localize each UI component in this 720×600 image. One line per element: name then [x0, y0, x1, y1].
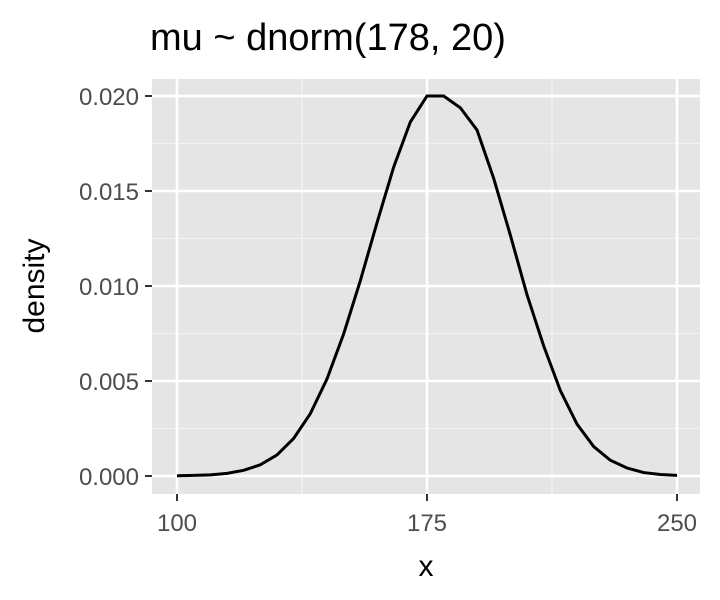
- x-tick-label: 250: [657, 510, 697, 537]
- chart-title: mu ~ dnorm(178, 20): [150, 17, 506, 59]
- density-curve: [176, 94, 678, 478]
- y-axis-title: density: [18, 238, 51, 333]
- x-tick-label: 175: [407, 510, 447, 537]
- x-axis-ticks: 100 175 250: [157, 494, 697, 537]
- x-axis-title: x: [419, 550, 434, 583]
- y-tick-label: 0.005: [79, 369, 139, 396]
- y-tick-label: 0.020: [79, 84, 139, 111]
- y-tick-label: 0.000: [79, 464, 139, 491]
- x-tick-label: 100: [157, 510, 197, 537]
- y-tick-label: 0.010: [79, 274, 139, 301]
- y-axis-ticks: 0.000 0.005 0.010 0.015 0.020: [79, 84, 152, 491]
- y-tick-label: 0.015: [79, 179, 139, 206]
